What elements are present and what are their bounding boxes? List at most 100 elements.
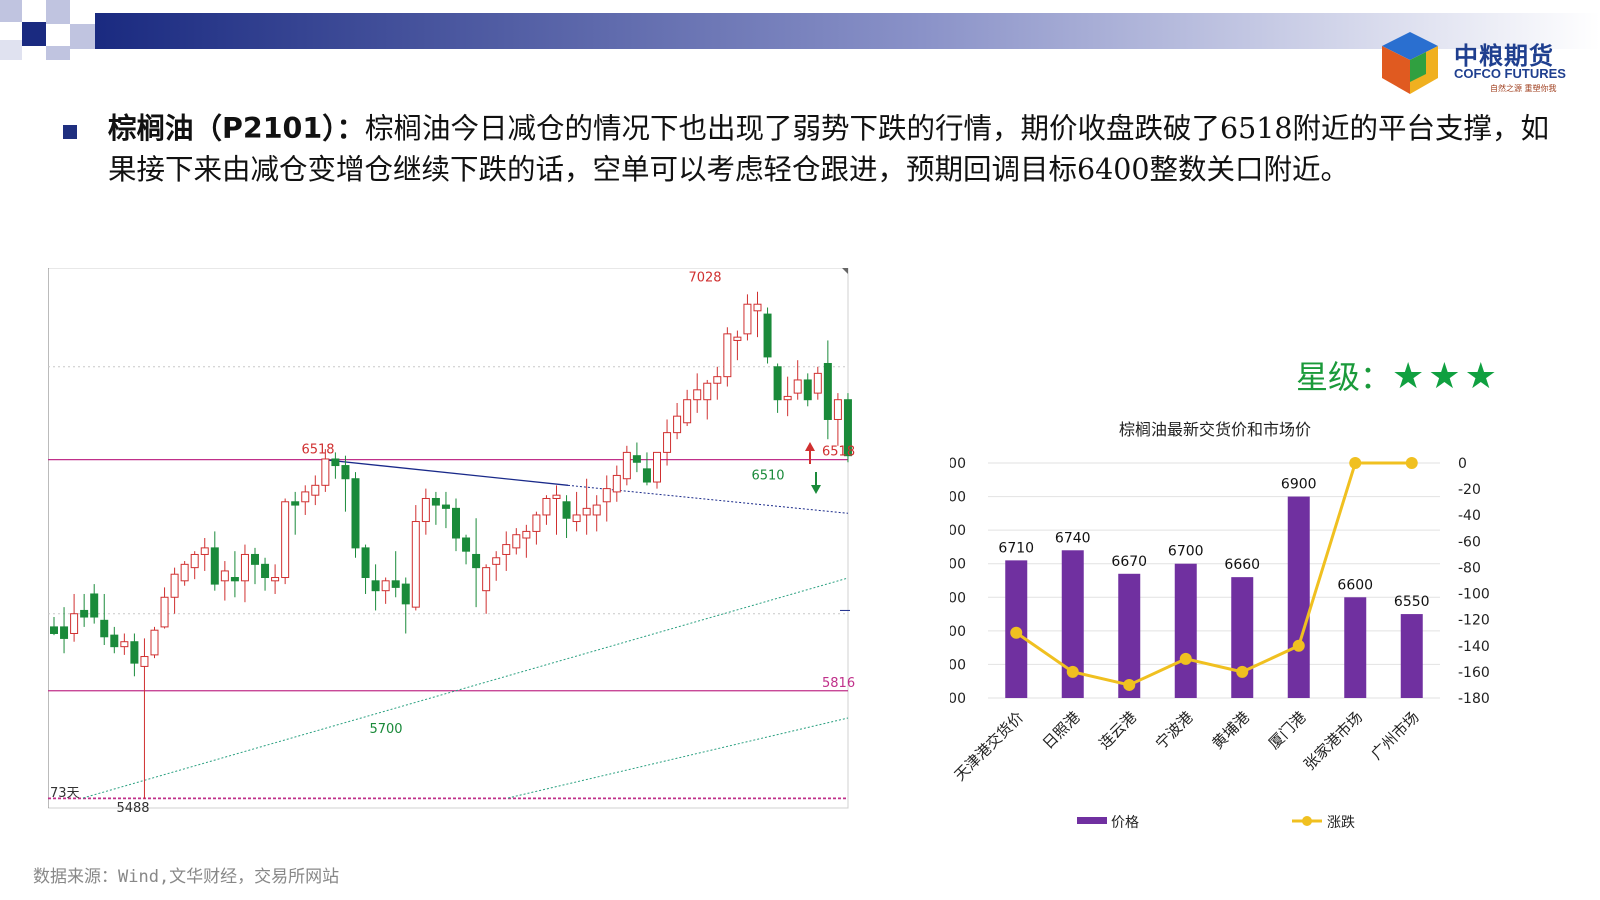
candle-body bbox=[833, 399, 842, 420]
candle-body bbox=[421, 497, 430, 523]
bar-data-label: 6700 bbox=[1168, 544, 1204, 560]
candle bbox=[552, 485, 561, 535]
candle bbox=[452, 498, 460, 552]
candle bbox=[763, 307, 772, 364]
candle-body bbox=[532, 514, 541, 532]
candle-body bbox=[683, 399, 692, 424]
candle-body bbox=[462, 537, 471, 552]
candle bbox=[783, 376, 792, 417]
candle-body bbox=[612, 474, 621, 493]
x-tick-label: 张家港市场 bbox=[1300, 708, 1366, 774]
candle-body bbox=[783, 395, 792, 401]
candle bbox=[803, 373, 812, 407]
legend-bar-label: 价格 bbox=[1111, 815, 1139, 831]
candle-body bbox=[602, 488, 611, 503]
candle bbox=[592, 495, 601, 532]
candle bbox=[130, 633, 139, 677]
candle bbox=[190, 551, 199, 580]
y2-tick-label: 0 bbox=[1458, 456, 1467, 472]
candle-body bbox=[180, 563, 189, 582]
candle bbox=[733, 330, 742, 361]
bar bbox=[1174, 563, 1197, 698]
y2-tick-label: -140 bbox=[1458, 639, 1490, 655]
rating-label: 星级： bbox=[1296, 358, 1393, 396]
bar-data-label: 6710 bbox=[998, 540, 1034, 556]
y2-tick-label: -180 bbox=[1458, 691, 1490, 707]
up-arrow-head-icon bbox=[805, 442, 815, 451]
candle bbox=[210, 531, 219, 591]
line-point bbox=[1405, 457, 1418, 469]
candle bbox=[321, 449, 330, 492]
candle bbox=[411, 505, 420, 611]
candle bbox=[813, 366, 822, 400]
candle bbox=[421, 488, 430, 535]
legend-bar-swatch bbox=[1077, 817, 1107, 824]
candle-body bbox=[140, 656, 149, 667]
candle-body bbox=[743, 303, 752, 335]
bar bbox=[1231, 577, 1254, 698]
candle bbox=[431, 491, 440, 525]
candle bbox=[150, 626, 159, 659]
label-days: 73天 bbox=[50, 786, 80, 801]
candle bbox=[462, 534, 471, 565]
candle bbox=[612, 465, 621, 502]
x-tick-label: 黄埔港 bbox=[1209, 708, 1254, 753]
candle bbox=[522, 524, 531, 558]
x-tick-label: 连云港 bbox=[1096, 708, 1141, 753]
candle bbox=[220, 561, 229, 601]
candle-body bbox=[733, 336, 742, 341]
candle-body bbox=[351, 478, 360, 549]
line-point bbox=[1066, 665, 1079, 678]
candle-body bbox=[823, 362, 832, 420]
y-tick-label: 7000 bbox=[950, 456, 966, 472]
candle-body bbox=[663, 432, 672, 453]
x-tick-label: 日照港 bbox=[1039, 708, 1084, 753]
candle bbox=[281, 498, 290, 585]
candle-body bbox=[291, 501, 300, 506]
candle-body bbox=[391, 580, 400, 588]
y-tick-label: 6600 bbox=[950, 590, 966, 606]
candle-body bbox=[110, 634, 119, 648]
y-tick-label: 6500 bbox=[950, 624, 966, 640]
candle-body bbox=[381, 580, 390, 592]
candle bbox=[492, 551, 501, 581]
label-high: 7028 bbox=[688, 271, 721, 286]
candle bbox=[683, 389, 692, 427]
candle-body bbox=[512, 534, 521, 549]
candle bbox=[482, 564, 491, 614]
candle-body bbox=[773, 366, 782, 401]
candle-body bbox=[271, 577, 280, 582]
candle bbox=[90, 584, 99, 624]
candle bbox=[170, 567, 179, 614]
candle bbox=[401, 577, 410, 634]
candle-body bbox=[793, 379, 802, 394]
candle bbox=[301, 485, 310, 515]
price-bar-chart: 棕榈油最新交货价和市场价 6300 6400 6500 6600 6700 6800 6900… bbox=[950, 420, 1490, 831]
y2-tick-label: -80 bbox=[1458, 560, 1481, 576]
candle-body bbox=[371, 580, 380, 592]
candle bbox=[100, 593, 109, 646]
candle-body bbox=[431, 497, 440, 506]
candle bbox=[120, 633, 129, 655]
candle-body bbox=[311, 484, 320, 496]
candle bbox=[833, 393, 842, 446]
candle bbox=[441, 491, 450, 529]
candle bbox=[70, 593, 79, 642]
trend-line-solid bbox=[322, 458, 569, 486]
candle bbox=[512, 528, 521, 555]
candle-body bbox=[361, 547, 370, 579]
y2-tick-label: -60 bbox=[1458, 534, 1481, 550]
candle bbox=[200, 538, 209, 571]
bar bbox=[1061, 550, 1084, 698]
candle-body bbox=[331, 458, 340, 467]
candle-body bbox=[522, 530, 531, 539]
candle bbox=[572, 491, 581, 532]
candle bbox=[381, 577, 390, 604]
logo-chinese-name: 中粮期货 bbox=[1454, 42, 1554, 70]
candle bbox=[653, 451, 661, 489]
candle bbox=[773, 363, 782, 413]
line-point bbox=[1349, 457, 1362, 469]
candle-body bbox=[190, 553, 199, 569]
bar-data-label: 6670 bbox=[1111, 554, 1147, 570]
candle bbox=[50, 617, 58, 636]
